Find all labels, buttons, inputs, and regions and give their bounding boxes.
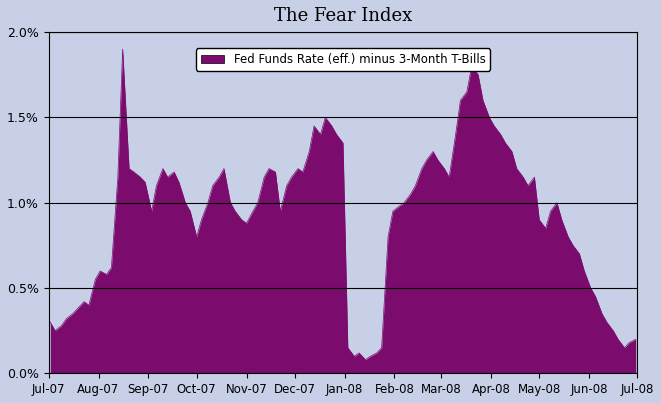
Legend: Fed Funds Rate (eff.) minus 3-Month T-Bills: Fed Funds Rate (eff.) minus 3-Month T-Bi…	[196, 48, 490, 71]
Title: The Fear Index: The Fear Index	[274, 7, 412, 25]
